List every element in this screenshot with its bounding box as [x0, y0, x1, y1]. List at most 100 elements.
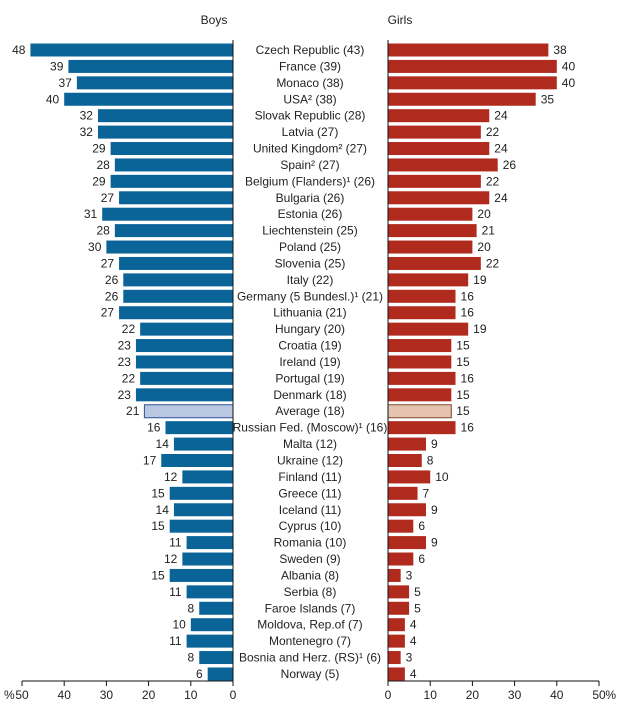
boys-tick-label: 40	[58, 688, 72, 702]
boys-bar	[186, 585, 233, 599]
girls-value-label: 24	[494, 109, 508, 123]
girls-bar	[388, 339, 452, 353]
boys-tick-label: 30	[100, 688, 114, 702]
boys-value-label: 8	[188, 651, 195, 665]
girls-value-label: 40	[562, 76, 576, 90]
girls-value-label: 3	[406, 651, 413, 665]
girls-value-label: 6	[418, 519, 425, 533]
girls-bar	[388, 142, 490, 156]
boys-value-label: 15	[151, 568, 165, 582]
girls-value-label: 16	[461, 289, 475, 303]
girls-bar	[388, 454, 422, 467]
boys-bar	[140, 371, 233, 385]
boys-value-label: 14	[156, 437, 170, 451]
category-label: Germany (5 Bundesl.)¹ (21)	[237, 289, 383, 303]
girls-bar	[388, 306, 456, 320]
girls-bar	[388, 568, 401, 582]
boys-value-label: 12	[164, 552, 178, 566]
category-label: Faroe Islands (7)	[265, 601, 356, 615]
girls-bar	[388, 174, 481, 188]
boys-value-label: 8	[188, 601, 195, 615]
boys-value-label: 10	[172, 618, 186, 632]
boys-bar	[143, 404, 234, 419]
girls-value-label: 7	[423, 486, 430, 500]
category-label: Hungary (20)	[275, 322, 345, 336]
girls-bar	[388, 125, 481, 139]
boys-value-label: 29	[92, 142, 106, 156]
category-label: Ireland (19)	[279, 355, 340, 369]
category-label: United Kingdom² (27)	[253, 142, 367, 156]
girls-value-label: 5	[414, 601, 421, 615]
boys-value-label: 22	[122, 371, 136, 385]
boys-value-label: 32	[80, 125, 94, 139]
girls-bar	[388, 536, 426, 550]
girls-bar	[388, 355, 452, 369]
girls-bar	[388, 388, 452, 402]
girls-value-label: 22	[486, 125, 500, 139]
boys-bar	[186, 536, 233, 550]
girls-value-label: 19	[473, 322, 487, 336]
girls-value-label: 24	[494, 142, 508, 156]
boys-bar	[199, 651, 233, 665]
category-label: Lithuania (21)	[273, 306, 346, 320]
girls-value-label: 20	[477, 240, 491, 254]
girls-value-label: 15	[456, 388, 470, 402]
boys-bar	[135, 355, 233, 369]
boys-value-label: 6	[196, 667, 203, 681]
girls-bar	[388, 503, 426, 517]
boys-bar	[207, 667, 233, 681]
boys-value-label: 27	[101, 256, 115, 270]
category-label: Sweden (9)	[279, 552, 340, 566]
girls-value-label: 24	[494, 191, 508, 205]
boys-bar	[119, 306, 233, 320]
boys-value-label: 23	[118, 339, 132, 353]
boys-bar	[165, 421, 233, 435]
category-label: Slovenia (25)	[275, 256, 346, 270]
boys-value-label: 15	[151, 486, 165, 500]
boys-bar	[64, 92, 233, 106]
boys-bar	[68, 59, 233, 73]
girls-bar	[388, 158, 498, 172]
category-label: Norway (5)	[281, 667, 340, 681]
girls-value-label: 4	[410, 667, 417, 681]
boys-value-label: 15	[151, 519, 165, 533]
boys-value-label: 27	[101, 306, 115, 320]
girls-tick-label: 20	[466, 688, 480, 702]
girls-bar	[388, 256, 481, 270]
girls-value-label: 38	[553, 43, 567, 57]
girls-value-label: 22	[486, 256, 500, 270]
girls-value-label: 4	[410, 618, 417, 632]
boys-bar	[173, 503, 233, 517]
girls-bar	[388, 519, 414, 533]
category-label: Average (18)	[275, 404, 344, 418]
category-label: Greece (11)	[278, 486, 341, 500]
boys-value-label: 11	[169, 634, 182, 648]
boys-value-label: 21	[126, 404, 140, 418]
girls-value-label: 20	[477, 207, 491, 221]
girls-value-label: 35	[541, 92, 555, 106]
boys-value-label: 23	[118, 388, 132, 402]
girls-bar	[388, 634, 405, 648]
girls-bar	[388, 289, 456, 303]
boys-bar	[173, 437, 233, 451]
boys-bar	[161, 454, 233, 467]
category-label: Monaco (38)	[276, 76, 343, 90]
boys-bar	[169, 568, 233, 582]
boys-value-label: 23	[118, 355, 132, 369]
girls-bar	[388, 437, 426, 451]
girls-bar	[388, 92, 536, 106]
girls-value-label: 16	[461, 421, 475, 435]
girls-value-label: 4	[410, 634, 417, 648]
boys-bar	[114, 158, 233, 172]
category-label: Albania (8)	[281, 568, 339, 582]
boys-bar	[123, 273, 233, 287]
boys-bar	[182, 470, 233, 484]
boys-bar	[30, 43, 233, 57]
girls-bar	[388, 224, 477, 238]
boys-bar	[123, 289, 233, 303]
boys-value-label: 27	[101, 191, 115, 205]
girls-panel-title: Girls	[388, 13, 413, 27]
boys-value-label: 29	[92, 174, 106, 188]
boys-value-label: 30	[88, 240, 102, 254]
boys-value-label: 16	[147, 421, 161, 435]
